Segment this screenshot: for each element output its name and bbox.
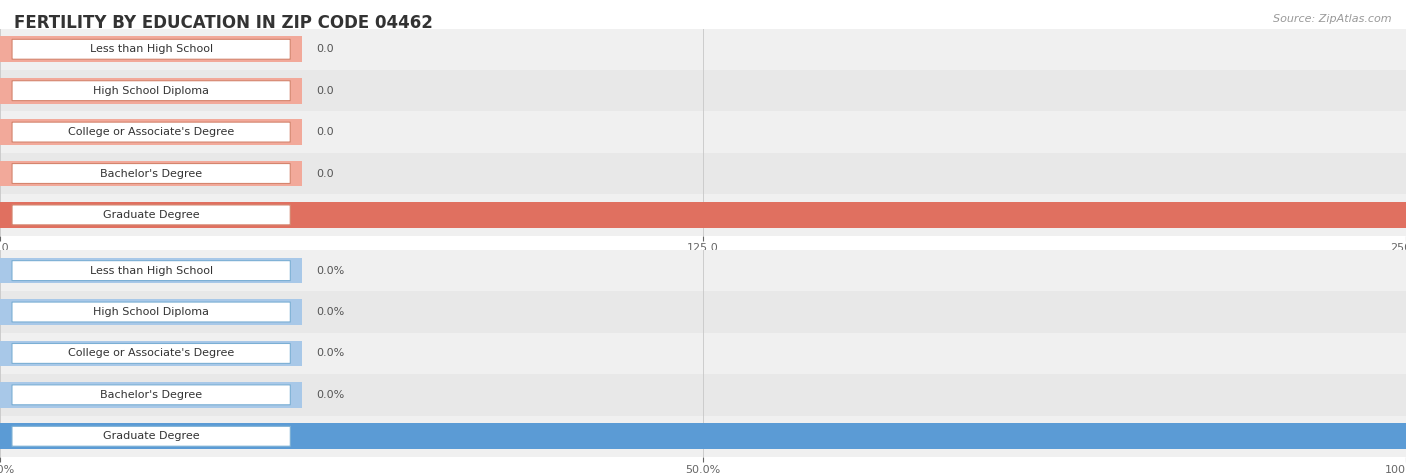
- Bar: [0, 250, 1406, 291]
- Bar: [0, 119, 302, 145]
- Bar: [0, 153, 1406, 194]
- Bar: [0, 374, 1406, 416]
- Text: 0.0: 0.0: [316, 86, 335, 96]
- Text: Graduate Degree: Graduate Degree: [103, 210, 200, 220]
- Bar: [0, 194, 1406, 236]
- Bar: [0, 382, 302, 407]
- Text: High School Diploma: High School Diploma: [93, 86, 209, 96]
- Text: Less than High School: Less than High School: [90, 266, 212, 276]
- Text: College or Associate's Degree: College or Associate's Degree: [67, 348, 235, 358]
- Bar: [0, 333, 1406, 374]
- FancyBboxPatch shape: [13, 344, 290, 363]
- Bar: [0, 299, 302, 325]
- FancyBboxPatch shape: [13, 40, 290, 59]
- Bar: [0, 202, 302, 228]
- Text: Bachelor's Degree: Bachelor's Degree: [100, 390, 202, 400]
- FancyBboxPatch shape: [13, 81, 290, 100]
- Bar: [0, 291, 1406, 333]
- Bar: [302, 202, 1406, 228]
- Text: Graduate Degree: Graduate Degree: [103, 431, 200, 441]
- Text: 0.0%: 0.0%: [316, 266, 344, 276]
- Bar: [0, 258, 302, 283]
- Bar: [0, 341, 302, 366]
- Text: FERTILITY BY EDUCATION IN ZIP CODE 04462: FERTILITY BY EDUCATION IN ZIP CODE 04462: [14, 14, 433, 32]
- Text: 0.0%: 0.0%: [316, 307, 344, 317]
- FancyBboxPatch shape: [13, 302, 290, 322]
- Text: 0.0%: 0.0%: [316, 390, 344, 400]
- Bar: [0, 416, 1406, 457]
- Bar: [0, 29, 1406, 70]
- Text: College or Associate's Degree: College or Associate's Degree: [67, 127, 235, 137]
- Text: 0.0: 0.0: [316, 44, 335, 54]
- FancyBboxPatch shape: [13, 122, 290, 142]
- FancyBboxPatch shape: [13, 205, 290, 225]
- Bar: [0, 424, 302, 449]
- Text: Source: ZipAtlas.com: Source: ZipAtlas.com: [1274, 14, 1392, 24]
- Bar: [0, 161, 302, 186]
- Bar: [302, 424, 1406, 449]
- FancyBboxPatch shape: [13, 426, 290, 446]
- Text: 0.0%: 0.0%: [316, 348, 344, 358]
- Text: Less than High School: Less than High School: [90, 44, 212, 54]
- Bar: [0, 111, 1406, 153]
- Bar: [0, 37, 302, 62]
- FancyBboxPatch shape: [13, 385, 290, 405]
- Text: 0.0: 0.0: [316, 169, 335, 178]
- Bar: [0, 78, 302, 103]
- Bar: [0, 70, 1406, 111]
- Text: 0.0: 0.0: [316, 127, 335, 137]
- Text: Bachelor's Degree: Bachelor's Degree: [100, 169, 202, 178]
- Text: High School Diploma: High School Diploma: [93, 307, 209, 317]
- FancyBboxPatch shape: [13, 164, 290, 183]
- FancyBboxPatch shape: [13, 261, 290, 280]
